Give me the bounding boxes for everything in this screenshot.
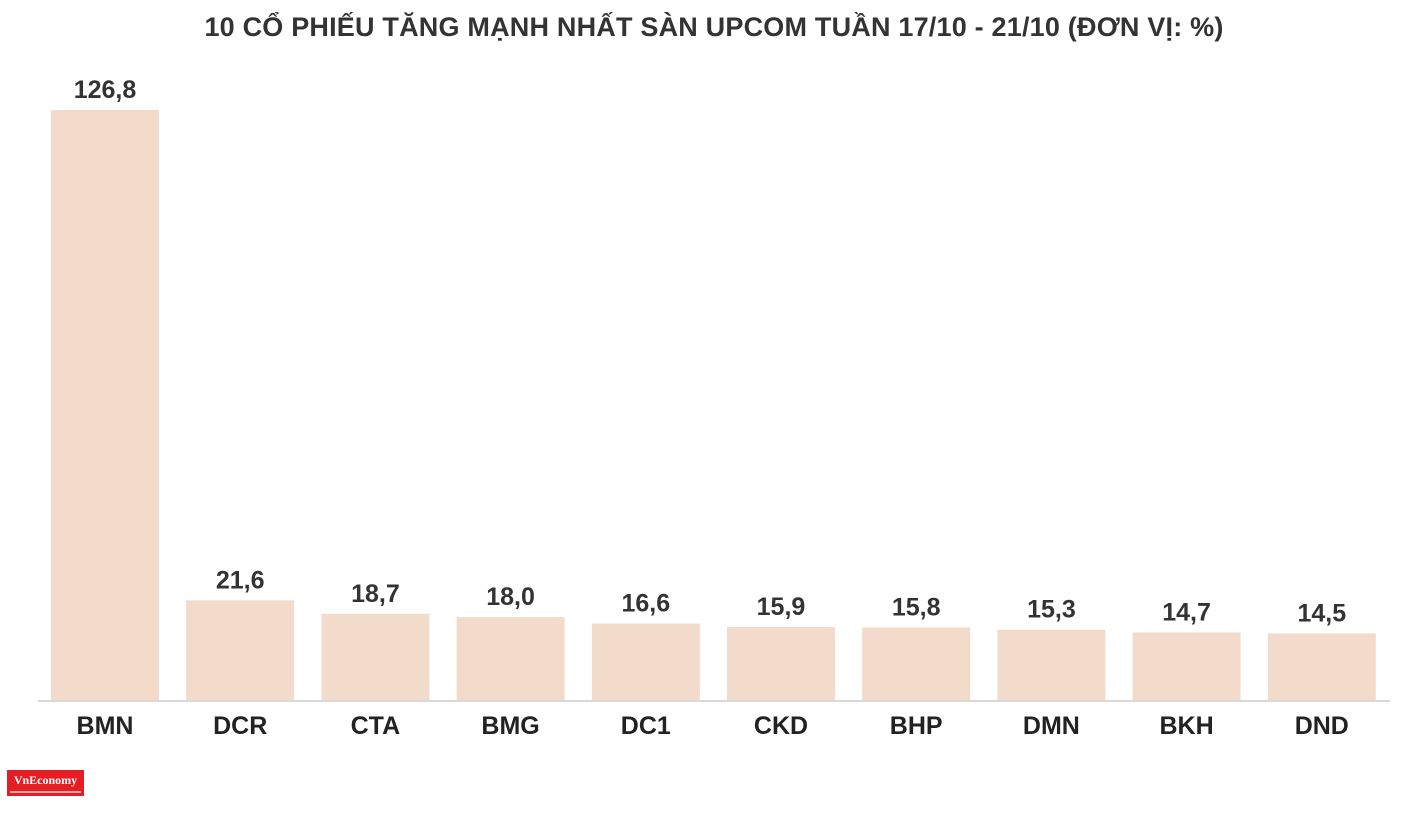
value-label-bmg: 18,0 (486, 583, 535, 611)
value-labels-group: 126,8 21,6 18,7 18,0 16,6 15,9 15,8 15,3 14,7 14,… (74, 76, 1346, 627)
value-label-bkh: 14,7 (1162, 599, 1211, 627)
chart-title: 10 CỔ PHIẾU TĂNG MẠNH NHẤT SÀN UPCOM TUẦ… (204, 12, 1224, 42)
bar-chart: 126,8 21,6 18,7 18,0 16,6 15,9 15,8 15,3 14,7 14,… (38, 76, 1390, 740)
value-label-cta: 18,7 (351, 580, 400, 608)
value-label-bmn: 126,8 (74, 76, 137, 104)
bar-bkh (1132, 632, 1241, 701)
bar-bmn (51, 110, 159, 701)
value-label-bhp: 15,8 (892, 593, 941, 621)
logo-underline (10, 791, 81, 793)
category-label-bkh: BKH (1160, 712, 1214, 740)
value-label-dnd: 14,5 (1297, 599, 1346, 627)
category-label-bmn: BMN (77, 712, 134, 740)
category-label-bmg: BMG (481, 712, 539, 740)
bar-bmg (456, 617, 565, 701)
bar-dcr (186, 600, 295, 701)
category-label-cta: CTA (351, 712, 401, 740)
value-label-dc1: 16,6 (621, 590, 670, 618)
category-label-bhp: BHP (890, 712, 943, 740)
category-label-dc1: DC1 (621, 712, 671, 740)
vneconomy-logo: VnEconomy (7, 770, 84, 796)
bar-dmn (997, 629, 1106, 701)
value-label-ckd: 15,9 (757, 593, 806, 621)
bar-bhp (862, 627, 971, 701)
value-label-dcr: 21,6 (216, 566, 265, 594)
category-label-dcr: DCR (213, 712, 267, 740)
logo-text: VnEconomy (13, 773, 78, 787)
category-labels-group: BMN DCR CTA BMG DC1 CKD BHP DMN BKH DND (77, 712, 1349, 740)
bars-group (51, 110, 1376, 701)
bar-dc1 (591, 623, 700, 701)
value-label-dmn: 15,3 (1027, 596, 1076, 624)
bar-dnd (1267, 633, 1376, 701)
bar-ckd (727, 626, 835, 701)
category-label-ckd: CKD (754, 712, 808, 740)
category-label-dnd: DND (1295, 712, 1349, 740)
category-label-dmn: DMN (1023, 712, 1080, 740)
bar-cta (321, 613, 430, 701)
